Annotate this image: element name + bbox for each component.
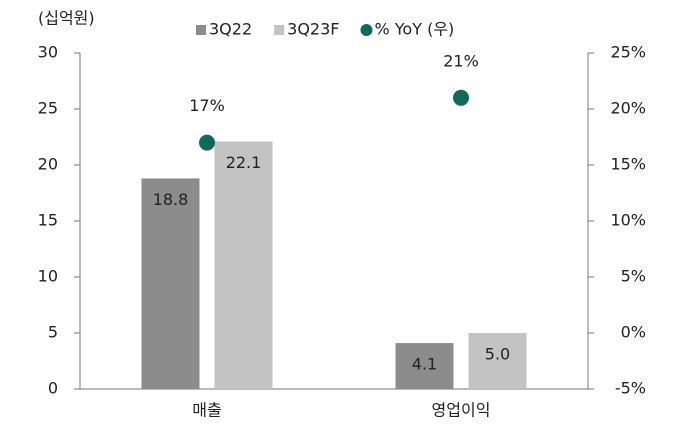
y-axis-unit: (십억원) [38, 9, 95, 28]
y2-tick-label: 10% [610, 211, 646, 230]
data-label: 5.0 [485, 345, 510, 364]
x-tick-label: 매출 [192, 401, 221, 420]
bar [468, 333, 527, 389]
y-tick-label: 5 [48, 323, 58, 342]
dot [199, 134, 215, 151]
legend-marker [360, 24, 373, 36]
y-tick-label: 10 [38, 267, 58, 286]
data-label: 21% [443, 51, 479, 70]
y2-tick-label: 15% [610, 155, 646, 174]
y2-tick-label: -5% [615, 379, 646, 398]
data-label: 22.1 [226, 153, 262, 172]
y-tick-label: 0 [48, 379, 58, 398]
y2-tick-label: 5% [621, 267, 646, 286]
y-tick-label: 15 [38, 211, 58, 230]
data-label: 4.1 [412, 355, 437, 374]
legend-label: % YoY (우) [374, 20, 454, 39]
bar [141, 178, 200, 389]
y2-tick-label: 20% [610, 99, 646, 118]
legend-marker [274, 25, 285, 35]
legend-label: 3Q23F [287, 20, 339, 39]
data-label: 18.8 [153, 190, 189, 209]
legend-label: 3Q22 [209, 20, 252, 39]
y-tick-label: 25 [38, 99, 58, 118]
bar [214, 141, 273, 389]
y2-tick-label: 25% [610, 43, 646, 62]
bar [395, 343, 454, 389]
x-tick-label: 영업이익 [432, 401, 491, 420]
data-label: 17% [189, 96, 225, 115]
legend-marker [196, 25, 206, 35]
dot [453, 89, 469, 106]
y2-tick-label: 0% [621, 323, 646, 342]
y-tick-label: 30 [38, 43, 58, 62]
y-tick-label: 20 [38, 155, 58, 174]
